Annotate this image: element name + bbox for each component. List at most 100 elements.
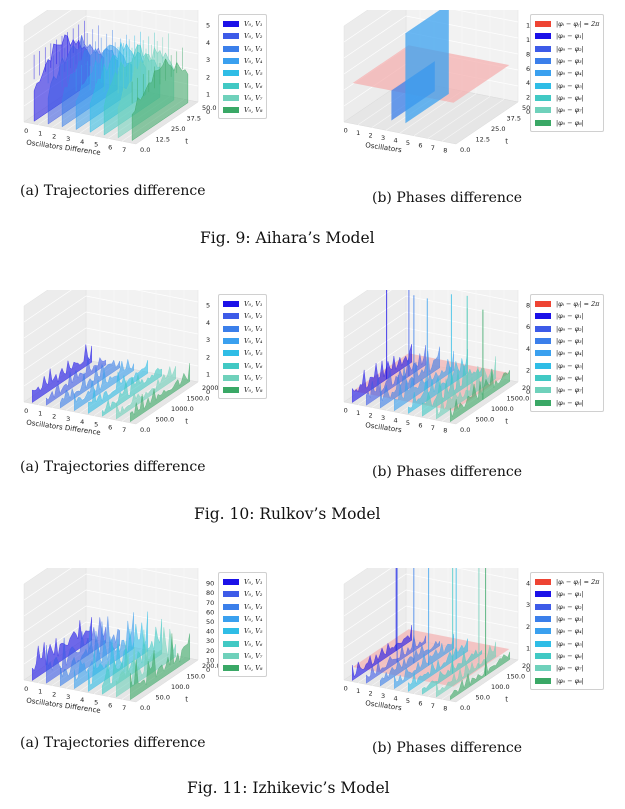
t-tick-label: 37.5 [187,115,201,123]
t-axis: 0.0 12.525.037.550.0 t [140,104,216,154]
x-tick-label: 1 [38,410,42,418]
surface [436,641,496,698]
surface [130,633,190,701]
x-axis-label: Oscillators Difference [26,697,101,713]
x-tick-label: 5 [94,699,98,707]
t-tick-label: 1500.0 [507,395,530,403]
series-surface-7 [116,627,176,698]
legend-entry: V₀, V₆ [223,79,262,91]
x-tick-label: 6 [108,701,112,709]
legend-swatch [223,374,239,381]
legend-entry: V₀, V₆ [223,637,262,649]
t-tick-label: 50.0 [156,694,170,702]
x-tick-label: 4 [80,696,84,704]
legend-entry: |φ₀ − φ₆| [535,92,599,104]
surface [394,350,454,412]
x-tick-label: 7 [431,144,435,152]
fig10-phases-plot: 020406080|φᵢ − φⱼ|012345678Oscillators0.… [330,290,625,435]
legend-swatch [535,33,551,40]
t-tick-label: 150.0 [187,673,206,681]
x-tick-label: 8 [443,426,447,434]
series-surface-1 [32,344,92,403]
grid-line [343,343,407,387]
series-surface-8 [130,363,190,423]
legend-label: |φ₀ − φ₆| [556,373,584,382]
grid-line [343,290,392,323]
t-tick-label: 50.0 [476,694,490,702]
legend-swatch [535,94,551,101]
x-axis-label: Oscillators Difference [26,139,101,155]
surface [74,359,134,412]
surface [131,58,189,141]
series-surface-7 [436,308,496,420]
legend-label: |φ₀ − φ₁| [556,32,584,41]
legend-swatch [535,107,551,114]
legend-entry: |φ₀ − φ₅| [535,637,599,649]
legend-swatch [223,21,239,28]
series-surface-4 [394,298,454,412]
series-surface-5 [88,360,148,414]
legend-swatch [223,325,239,332]
legend-label: V₀, V₃ [244,44,263,53]
legend-swatch [223,33,239,40]
series-surface-3 [60,359,120,409]
legend-entry: V₀, V₃ [223,43,262,55]
grid-line [343,573,407,617]
series-surface-4 [405,10,449,124]
grid-line [343,311,407,355]
legend-entry: V₀, V₁ [223,18,262,30]
z-tick-label: 5 [206,22,210,30]
legend-swatch [535,82,551,89]
series-surface-2 [366,568,426,684]
legend-label: V₀, V₅ [244,627,263,636]
legend-label: V₀, V₂ [244,312,263,321]
t-tick-label: 12.5 [156,136,170,144]
legend-swatch [223,58,239,65]
series-surface-5 [408,568,468,692]
t-axis-label: t [505,695,508,703]
legend-label: |φᵢ − φⱼ| = 2π [556,20,600,29]
x-tick-label: 3 [66,135,70,143]
surface [116,627,176,698]
legend-swatch [535,387,551,394]
x-tick-label: 6 [108,143,112,151]
t-tick-label: 500.0 [156,416,175,424]
x-axis-label: Oscillators Difference [26,419,101,435]
legend-swatch [223,82,239,89]
legend-label: |φ₀ − φ₈| [556,676,584,685]
x-tick-label: 4 [80,138,84,146]
legend-entry: |φ₀ − φ₂| [535,601,599,613]
x-tick-label: 7 [122,704,126,712]
x-tick-label: 1 [38,130,42,138]
grid-line [23,15,87,59]
z-tick-label: 0 [526,108,530,116]
legend-label: V₀, V₈ [244,106,263,115]
legend-swatch [223,45,239,52]
surface [380,346,440,409]
legend-swatch [535,665,551,672]
t-tick-label: 0.0 [140,146,150,154]
z-tick-label: 0 [206,108,210,116]
legend-entry: V₀, V₅ [223,625,262,637]
legend-label: |φ₀ − φ₅| [556,361,584,370]
legend-swatch [223,387,239,394]
x-tick-label: 5 [406,697,410,705]
legend-swatch [535,652,551,659]
z-tick-label: 3 [206,56,210,64]
grid-line [343,621,407,665]
series-surface-5 [88,611,148,692]
x-tick-label: 0 [344,127,348,135]
legend-label: |φ₀ − φ₃| [556,337,584,346]
t-tick-label: 0.0 [140,426,150,434]
legend-entry: |φ₀ − φ₈| [535,116,599,128]
fig11-subcaption-b: (b) Phases difference [372,740,523,756]
grid-line [343,589,407,633]
plot-surfaces [32,344,190,423]
legend-label: V₀, V₇ [244,93,263,102]
surface [102,367,162,417]
grid-line [23,568,72,601]
legend-swatch [223,313,239,320]
x-tick-label: 5 [406,139,410,147]
